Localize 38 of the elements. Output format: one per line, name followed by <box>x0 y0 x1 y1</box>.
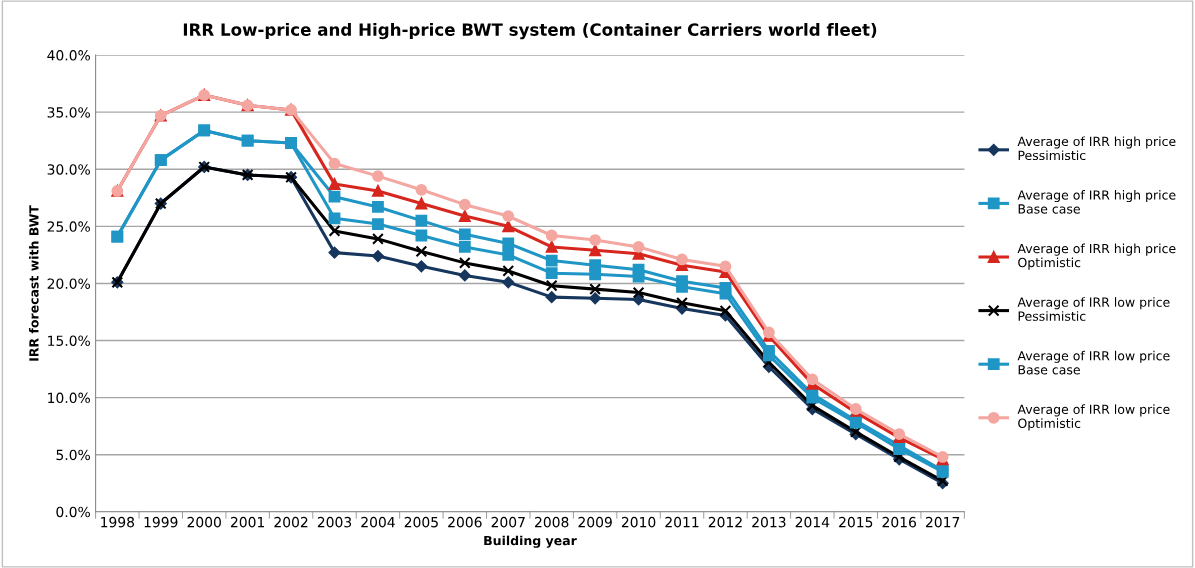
x-tick-label: 2009 <box>578 516 612 528</box>
x-tick-label: 2003 <box>317 516 352 528</box>
x-tick-label: 1998 <box>101 516 135 528</box>
x-tick-label: 2017 <box>925 516 960 528</box>
chart-title: IRR Low-price and High-price BWT system (Container Carriers world fleet) <box>183 22 877 40</box>
x-tick-label: 2015 <box>839 516 873 528</box>
x-tick-label: 2010 <box>621 516 656 528</box>
x-tick-label: 2007 <box>491 516 525 528</box>
y-tick-label: 30.0% <box>47 164 90 175</box>
x-tick-label: 2000 <box>187 516 221 528</box>
x-tick-label: 2005 <box>404 516 438 528</box>
x-tick-label: 2016 <box>882 516 917 528</box>
x-tick-label: 2004 <box>361 516 395 528</box>
x-tick-label: 1999 <box>144 516 178 528</box>
legend-label: Average of IRR low price Base case <box>1017 350 1170 375</box>
legend-label: Average of IRR high price Base case <box>1017 189 1176 214</box>
x-tick-label: 2012 <box>708 516 742 528</box>
x-tick-label: 2006 <box>448 516 482 528</box>
legend-label: Average of IRR high price Optimistic <box>1017 243 1176 270</box>
y-axis-title: IRR forecast with BWT <box>28 205 39 361</box>
x-tick-label: 2013 <box>752 516 786 528</box>
x-tick-label: 2014 <box>795 516 830 528</box>
y-tick-label: 35.0% <box>47 107 90 118</box>
x-tick-label: 2002 <box>274 516 308 528</box>
y-tick-label: 10.0% <box>48 392 90 404</box>
x-tick-label: 2001 <box>230 516 265 528</box>
legend-label: Average of IRR low price Pessimistic <box>1017 297 1170 321</box>
y-tick-label: 0.0% <box>56 506 90 518</box>
y-tick-label: 5.0% <box>56 449 90 461</box>
x-tick-label: 2008 <box>535 516 569 528</box>
x-axis-title: Building year <box>484 535 577 548</box>
y-tick-label: 25.0% <box>47 221 90 232</box>
y-tick-label: 40.0% <box>47 50 90 61</box>
y-tick-label: 20.0% <box>47 278 90 289</box>
legend-label: Average of IRR high price Pessimistic <box>1017 136 1176 161</box>
x-tick-label: 2011 <box>665 516 699 528</box>
y-tick-label: 15.0% <box>48 335 90 346</box>
legend-label: Average of IRR low price Optimistic <box>1017 404 1170 431</box>
